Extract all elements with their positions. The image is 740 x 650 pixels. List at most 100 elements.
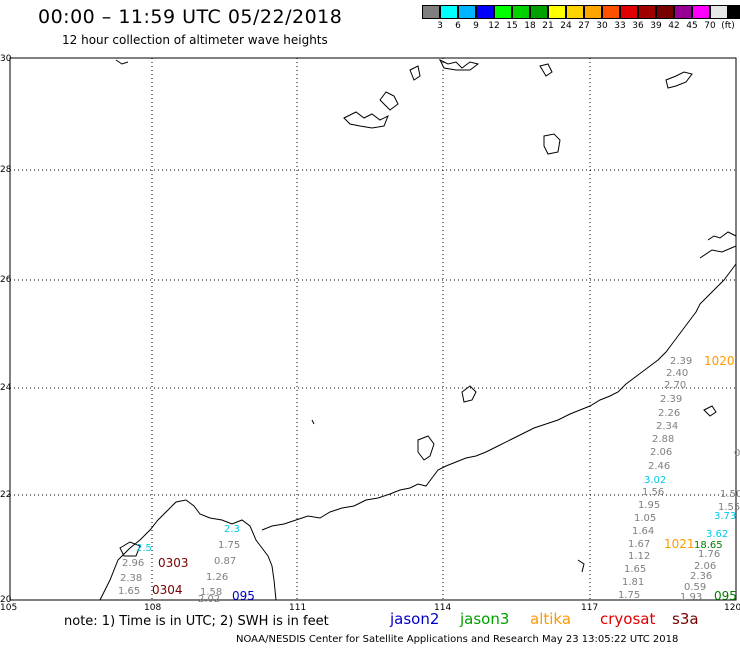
footer-credit: NOAA/NESDIS Center for Satellite Applica… — [236, 634, 679, 645]
wave-height-value: 2.02 — [198, 594, 220, 605]
x-axis-label: 117 — [581, 603, 598, 613]
wave-height-value: 1.67 — [628, 539, 650, 550]
legend-swatch — [440, 5, 458, 19]
wave-height-value: 2.39 — [670, 356, 692, 367]
wave-height-value: 2.39 — [660, 394, 682, 405]
legend-label: 45 — [686, 21, 698, 31]
legend-label: 27 — [578, 21, 590, 31]
wave-height-value: 2.26 — [658, 408, 680, 419]
wave-height-value: 1.76 — [698, 549, 720, 560]
wave-height-value: 1.65 — [118, 586, 140, 597]
track-gray-left: 2.96 2.38 1.65 1.75 0.87 1.26 1.582.02 — [118, 540, 240, 605]
wave-height-value: 1.75 — [218, 540, 240, 551]
legend-label: 6 — [455, 21, 461, 31]
wave-height-value: 1.26 — [206, 572, 228, 583]
wave-height-value: 0.5 — [734, 448, 740, 459]
page-subtitle: 12 hour collection of altimeter wave hei… — [62, 33, 328, 47]
legend-label: 70 — [704, 21, 716, 31]
wave-height-value: 2.06 — [694, 561, 716, 572]
wave-height-value: 2.88 — [652, 434, 674, 445]
satellite-s3a: s3a — [672, 610, 699, 628]
pass-labels: 1020 1021 18.65 0303 0304 095 095 — [152, 354, 737, 603]
satellite-jason2: jason2 — [390, 610, 440, 628]
wave-height-value: 1.95 — [638, 500, 660, 511]
legend-swatch — [458, 5, 476, 19]
map-frame — [9, 57, 737, 601]
satellite-altika: altika — [530, 610, 572, 628]
wave-height-value: 2.36 — [690, 571, 712, 582]
y-axis-label: 26 — [0, 275, 12, 285]
legend-label: 3 — [437, 21, 443, 31]
color-legend-labels: 3 6 9 12 15 18 21 24 27 30 33 36 39 42 45 70 (ft) — [422, 21, 737, 31]
page-title: 00:00 – 11:59 UTC 05/22/2018 — [38, 6, 343, 28]
legend-swatch — [512, 5, 530, 19]
pass-label: 095 — [232, 589, 255, 603]
legend-label: 36 — [632, 21, 644, 31]
wave-height-value: 1.58 — [200, 587, 222, 598]
wave-height-value: 1.12 — [628, 551, 650, 562]
x-axis-label: 114 — [434, 603, 451, 613]
y-axis-labels: 30 28 26 24 22 20 — [0, 54, 12, 605]
wave-height-value: 3.73 — [714, 511, 736, 522]
legend-swatch — [692, 5, 710, 19]
wave-height-value: 1.50 — [720, 489, 740, 500]
wave-height-value: 1.56 — [642, 487, 664, 498]
y-axis-label: 28 — [0, 165, 12, 175]
legend-label: 24 — [560, 21, 572, 31]
track-cyan-left: 2.5 2.3 — [136, 524, 240, 554]
legend-swatch — [602, 5, 620, 19]
x-axis-label: 105 — [0, 603, 17, 613]
legend-label: 15 — [506, 21, 518, 31]
legend-label: 9 — [473, 21, 479, 31]
x-axis-label: 108 — [144, 603, 161, 613]
coastline — [99, 58, 737, 601]
wave-height-value: 0.87 — [214, 556, 236, 567]
wave-height-value: 2.96 — [122, 558, 144, 569]
y-axis-label: 24 — [0, 383, 12, 393]
footer-note: note: 1) Time is in UTC; 2) SWH is in fe… — [64, 614, 329, 629]
satellite-jason3: jason3 — [460, 610, 510, 628]
wave-height-value: 2.06 — [650, 447, 672, 458]
pass-label: 18.65 — [694, 540, 723, 551]
legend-label: 30 — [596, 21, 608, 31]
legend-swatch — [656, 5, 674, 19]
legend-swatch — [566, 5, 584, 19]
wave-height-value: 1.64 — [632, 526, 654, 537]
pass-label: 0304 — [152, 583, 183, 597]
wave-height-value: 2.46 — [648, 461, 670, 472]
wave-height-value: 1.55 — [718, 502, 740, 513]
legend-swatch — [422, 5, 440, 19]
legend-label: 12 — [488, 21, 500, 31]
x-axis-label: 111 — [289, 603, 306, 613]
legend-swatch — [530, 5, 548, 19]
track-gray-main: 2.392.402.702.392.262.342.882.062.461.56… — [618, 356, 692, 601]
wave-height-value: 2.34 — [656, 421, 678, 432]
legend-swatch — [476, 5, 494, 19]
legend-swatch — [494, 5, 512, 19]
wave-height-value: 1.93 — [680, 592, 702, 603]
legend-swatch — [584, 5, 602, 19]
wave-height-value: 2.5 — [136, 543, 152, 554]
legend-label: 21 — [542, 21, 554, 31]
wave-height-value: 3.02 — [644, 475, 666, 486]
y-axis-label: 30 — [0, 54, 12, 64]
lat-lon-grid — [10, 58, 736, 600]
legend-swatch — [638, 5, 656, 19]
pass-label: 1020 — [704, 354, 735, 368]
legend-swatch — [620, 5, 638, 19]
y-axis-label: 20 — [0, 595, 12, 605]
wave-height-value: 0.59 — [684, 582, 706, 593]
x-axis-labels: 105 108 111 114 117 120 — [0, 603, 740, 613]
wave-height-value: 1.75 — [618, 590, 640, 601]
wave-height-value: 2.3 — [224, 524, 240, 535]
wave-height-value: 2.38 — [120, 573, 142, 584]
satellite-cryosat: cryosat — [600, 610, 656, 628]
legend-swatch — [710, 5, 728, 19]
wave-height-value: 3.62 — [706, 529, 728, 540]
legend-swatch — [728, 5, 740, 19]
y-axis-label: 22 — [0, 490, 11, 500]
legend-label: 39 — [650, 21, 662, 31]
x-axis-label: 120 — [724, 603, 740, 613]
legend-swatch — [548, 5, 566, 19]
